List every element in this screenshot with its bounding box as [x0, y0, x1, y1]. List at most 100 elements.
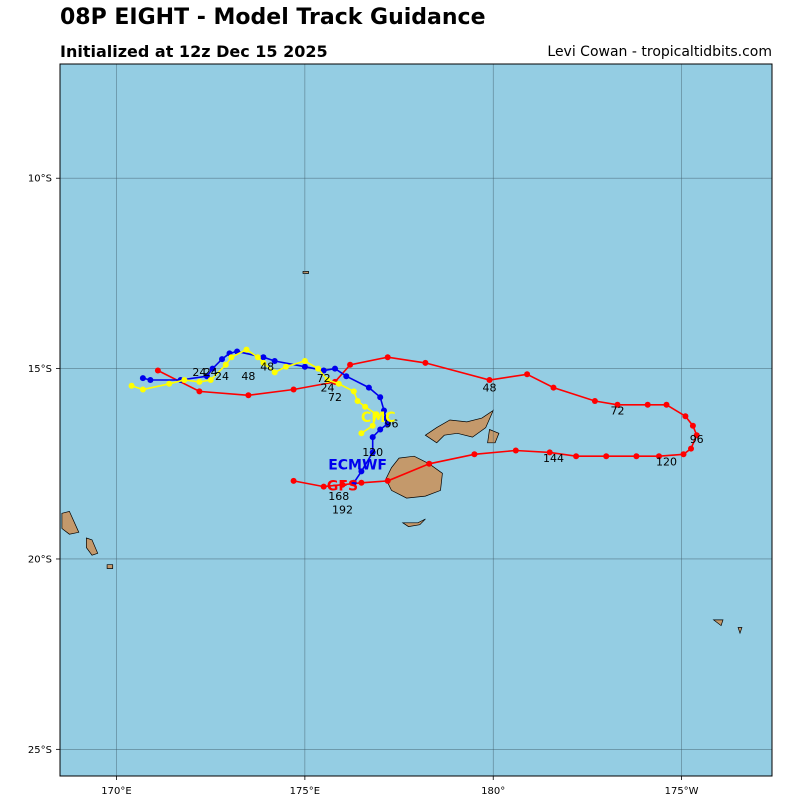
- gfs-track-point: [245, 392, 252, 399]
- ecmwf-track-point: [365, 384, 372, 391]
- cmc-track-point: [369, 422, 376, 429]
- lon-tick-label: 170°E: [101, 786, 131, 797]
- gfs-track-point: [339, 481, 346, 488]
- lat-tick-label: 10°S: [28, 174, 52, 185]
- ecmwf-track-point: [350, 479, 357, 486]
- island-vava-u: [737, 627, 743, 635]
- island-vanuatu-2: [86, 537, 99, 556]
- gfs-track-point: [347, 361, 354, 368]
- island-rotuma: [302, 271, 309, 274]
- gfs-track-point: [693, 432, 700, 439]
- gfs-track-point: [644, 401, 651, 408]
- cmc-hour-label: 72: [328, 391, 342, 404]
- gfs-track-point: [384, 477, 391, 484]
- gfs-track-point: [426, 460, 433, 467]
- island-ono-i-lau: [712, 619, 724, 627]
- cmc-track-point: [243, 346, 250, 353]
- cmc-track-point: [362, 403, 369, 410]
- ecmwf-track-point: [377, 426, 384, 433]
- lon-tick-label: 180°: [481, 786, 505, 797]
- cmc-track-point: [373, 411, 380, 418]
- ecmwf-track-point: [139, 375, 146, 382]
- gfs-hour-label: 48: [483, 381, 497, 394]
- gfs-track-point: [614, 401, 621, 408]
- gfs-track-point: [550, 384, 557, 391]
- gfs-track-point: [358, 479, 365, 486]
- page-title: 08P EIGHT - Model Track Guidance: [60, 5, 486, 30]
- cmc-model-label: CMC: [361, 410, 395, 426]
- axis-ticks: 170°E 175°E 180° 175°W 10°S 15°S 20°S 25°S: [28, 174, 699, 797]
- cmc-track-point: [166, 380, 173, 387]
- ecmwf-track-point: [147, 377, 154, 383]
- lon-tick-label: 175°W: [665, 786, 699, 797]
- ecmwf-track-point: [332, 365, 338, 372]
- gfs-track-point: [320, 483, 327, 490]
- lat-tick-label: 20°S: [28, 554, 52, 565]
- cmc-track-point: [301, 358, 308, 364]
- gfs-track-point: [524, 371, 531, 378]
- cmc-track-point: [181, 377, 188, 383]
- gfs-hour-label: 192: [332, 503, 353, 516]
- gfs-track-point: [688, 445, 694, 452]
- ecmwf-track-point: [381, 407, 387, 414]
- islands-layer: [61, 271, 743, 635]
- cmc-hour-label: 24: [192, 366, 206, 379]
- cmc-track-point: [324, 377, 331, 383]
- island-vanuatu-3: [106, 564, 114, 569]
- cmc-track-point: [283, 363, 289, 370]
- island-vanua-levu: [424, 409, 495, 444]
- cmc-track-point: [222, 361, 229, 368]
- cmc-track-point: [196, 378, 203, 385]
- ecmwf-track-point: [382, 415, 389, 422]
- island-kadavu: [401, 518, 426, 527]
- ecmwf-track-point: [358, 468, 365, 475]
- gfs-hour-label: 96: [690, 433, 704, 446]
- ecmwf-track-point: [369, 449, 376, 456]
- gfs-track-point: [290, 386, 297, 393]
- lat-tick-label: 15°S: [28, 364, 52, 375]
- gfs-track-point: [603, 453, 610, 460]
- gfs-track-point: [196, 388, 203, 395]
- cmc-track-point: [128, 382, 135, 389]
- gfs-track-point: [512, 447, 519, 454]
- ecmwf-track-point: [301, 363, 308, 370]
- ocean-background: [60, 64, 772, 776]
- init-time-subtitle: Initialized at 12z Dec 15 2025: [60, 42, 328, 61]
- gfs-track-point: [154, 367, 161, 374]
- gfs-hour-label: 24: [215, 370, 229, 383]
- ecmwf-track-point: [209, 365, 216, 372]
- ecmwf-track-point: [219, 356, 225, 363]
- lat-tick-label: 25°S: [28, 745, 52, 756]
- cmc-track-point: [139, 386, 146, 393]
- ecmwf-model-label: ECMWF: [328, 458, 387, 474]
- cmc-track-point: [254, 354, 261, 361]
- cmc-track-point: [271, 369, 278, 376]
- gfs-track-point: [682, 413, 689, 420]
- gfs-track-point: [290, 477, 297, 484]
- gfs-track-point: [591, 398, 598, 404]
- ecmwf-hour-label: 120: [362, 446, 383, 459]
- ecmwf-hour-label: 48: [241, 370, 255, 383]
- island-vanuatu-1: [61, 510, 80, 535]
- ecmwf-hour-label: 24: [204, 366, 218, 379]
- ecmwf-track-point: [384, 420, 391, 427]
- gfs-track-point: [471, 451, 478, 458]
- cmc-track-point: [228, 354, 235, 361]
- gfs-hour-label: 168: [328, 490, 349, 503]
- cmc-track-point: [358, 430, 365, 437]
- gfs-track-point: [689, 422, 696, 429]
- cmc-track-point: [350, 388, 357, 395]
- gfs-track-point: [422, 359, 429, 366]
- ecmwf-track-point: [343, 373, 350, 380]
- lon-tick-label: 175°E: [290, 786, 320, 797]
- gfs-track-point: [384, 354, 391, 361]
- ecmwf-track-point: [377, 394, 384, 401]
- gfs-track-point: [486, 377, 493, 383]
- gfs-model-label: GFS: [327, 478, 358, 494]
- ecmwf-track-point: [369, 434, 376, 441]
- gfs-hour-label: 72: [611, 404, 625, 417]
- gfs-track-point: [546, 449, 553, 456]
- cmc-track-point: [335, 380, 342, 387]
